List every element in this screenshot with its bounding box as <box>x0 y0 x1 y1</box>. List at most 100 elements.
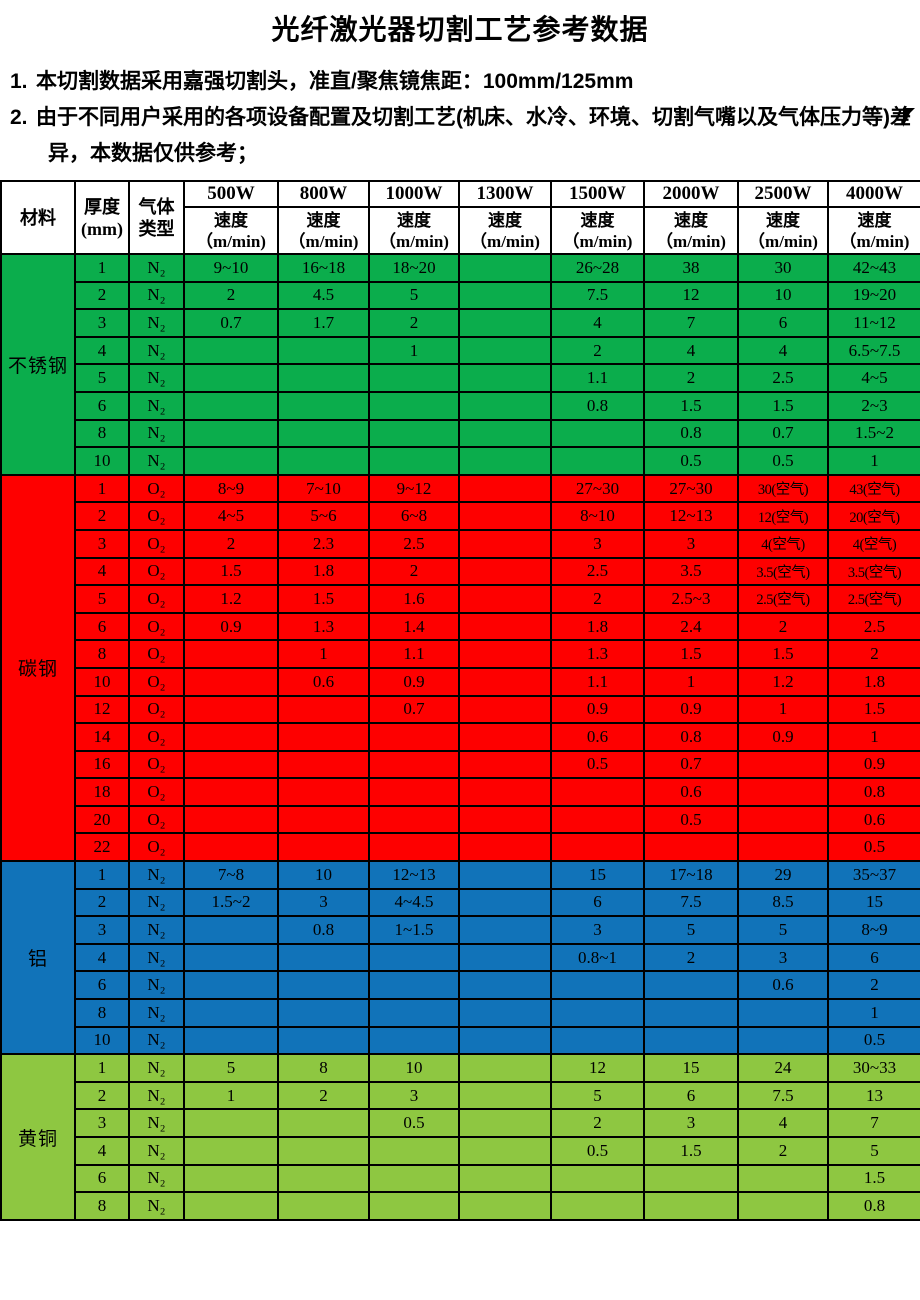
speed-value-cell: 4~5 <box>183 501 279 531</box>
speed-value-cell: 1.8 <box>827 666 920 697</box>
speed-value-cell: 0.7 <box>737 418 829 449</box>
gas-type-cell: N₂ <box>128 1136 185 1166</box>
speed-value-cell <box>277 418 370 449</box>
thickness-cell: 14 <box>74 722 130 752</box>
speed-value-cell: 2.5 <box>827 611 920 642</box>
speed-value-cell <box>183 1136 279 1166</box>
speed-value-cell <box>737 1025 829 1056</box>
speed-value-cell: 7 <box>643 308 739 338</box>
speed-value-cell: 0.7 <box>368 694 460 725</box>
table-row: 铝 1 N₂ 7~8 10 12~13 15 17~18 29 35~37 <box>0 860 920 1056</box>
speed-value-cell <box>458 722 552 752</box>
table-row: 3 N₂ 0.8 1~1.5 3 5 5 8~9 <box>1 915 920 945</box>
speed-value-cell: 10 <box>277 860 370 890</box>
table-row: 8 N₂ 1 <box>1 998 920 1028</box>
note-2-text: 由于不同用户采用的各项设备配置及切割工艺(机床、水冷、环境、切割气嘴以及气体压力… <box>36 106 911 165</box>
speed-value-cell: 1.1 <box>550 363 645 393</box>
speed-value-cell: 16~18 <box>277 253 370 283</box>
speed-value-cell: 1.4 <box>368 611 460 642</box>
header-speed-unit: 速度 （m/min) <box>368 206 460 255</box>
page-title: 光纤激光器切割工艺参考数据 <box>271 14 649 45</box>
speed-value-cell <box>458 308 552 338</box>
speed-value-cell <box>368 446 460 476</box>
speed-value-cell: 2 <box>737 611 829 642</box>
header-gas-label-line1: 气体 <box>138 196 175 217</box>
speed-value-cell <box>458 1080 552 1111</box>
thickness-cell: 8 <box>74 639 130 669</box>
speed-value-cell <box>277 998 370 1028</box>
speed-value-cell: 7.5 <box>550 280 645 311</box>
speed-value-cell: 3.5 <box>643 556 739 587</box>
speed-value-cell: 1.5~2 <box>827 418 920 449</box>
table-row: 12 O₂ 0.7 0.9 0.9 1 1.5 <box>1 694 920 725</box>
speed-value-cell: 15 <box>827 887 920 918</box>
speed-value-cell <box>183 1025 279 1056</box>
speed-value-cell: 0.8 <box>827 1191 920 1221</box>
speed-value-cell: 3 <box>368 1080 460 1111</box>
thickness-cell: 2 <box>74 1080 130 1111</box>
speed-value-cell: 0.9 <box>827 749 920 780</box>
speed-value-cell <box>277 694 370 725</box>
speed-value-cell: 0.8 <box>643 418 739 449</box>
speed-value-cell: 2 <box>183 528 279 559</box>
speed-value-cell: 35~37 <box>827 860 920 890</box>
speed-value-cell: 4~5 <box>827 363 920 393</box>
speed-value-cell <box>183 722 279 752</box>
speed-value-cell: 1 <box>737 694 829 725</box>
speed-value-cell <box>368 1163 460 1194</box>
table-row: 3 O₂ 2 2.3 2.5 3 3 4(空气) 4(空气) <box>1 528 920 559</box>
speed-value-cell: 10 <box>368 1053 460 1083</box>
table-row: 20 O₂ 0.5 0.6 <box>1 804 920 835</box>
speed-value-cell: 0.8 <box>643 722 739 752</box>
thickness-cell: 4 <box>74 1136 130 1166</box>
speed-value-cell <box>458 887 552 918</box>
speed-value-cell <box>368 832 460 863</box>
table-row: 8 N₂ 0.8 0.7 1.5~2 <box>1 418 920 449</box>
speed-value-cell: 1 <box>827 998 920 1028</box>
header-gas: 气体 类型 <box>128 180 185 255</box>
speed-value-cell <box>643 832 739 863</box>
speed-value-cell: 3 <box>550 915 645 945</box>
speed-value-cell <box>183 390 279 421</box>
speed-value-cell <box>183 666 279 697</box>
thickness-cell: 6 <box>74 611 130 642</box>
gas-type-cell: N₂ <box>128 970 185 1001</box>
speed-value-cell: 0.5 <box>643 804 739 835</box>
gas-type-cell: O₂ <box>128 832 185 863</box>
speed-value-cell: 3.5(空气) <box>737 556 829 587</box>
thickness-cell: 3 <box>74 308 130 338</box>
table-row: 6 O₂ 0.9 1.3 1.4 1.8 2.4 2 2.5 <box>1 611 920 642</box>
speed-value-cell: 30~33 <box>827 1053 920 1083</box>
thickness-cell: 2 <box>74 501 130 531</box>
speed-value-cell: 7~8 <box>183 860 279 890</box>
speed-value-cell <box>458 418 552 449</box>
speed-value-cell: 0.8 <box>827 777 920 807</box>
speed-value-cell: 1 <box>827 722 920 752</box>
note-1: 1. 本切割数据采用嘉强切割头，准直/聚焦镜焦距：100mm/125mm <box>10 64 914 100</box>
speed-value-cell <box>183 832 279 863</box>
speed-value-cell <box>458 666 552 697</box>
thickness-cell: 5 <box>74 584 130 614</box>
thickness-cell: 3 <box>74 1108 130 1138</box>
gas-type-cell: O₂ <box>128 501 185 531</box>
gas-type-cell: O₂ <box>128 694 185 725</box>
thickness-cell: 1 <box>74 253 130 283</box>
table-row: 8 O₂ 1 1.1 1.3 1.5 1.5 2 <box>1 639 920 669</box>
speed-value-cell <box>183 1191 279 1221</box>
speed-value-cell: 2 <box>550 1108 645 1138</box>
gas-type-cell: N₂ <box>128 915 185 945</box>
speed-value-cell: 2.5 <box>737 363 829 393</box>
speed-value-cell: 2.5 <box>368 528 460 559</box>
speed-value-cell: 2 <box>550 335 645 366</box>
header-power-2000w: 2000W <box>643 180 739 208</box>
speed-value-cell: 1 <box>827 446 920 476</box>
table-row: 2 N₂ 2 4.5 5 7.5 12 10 19~20 <box>1 280 920 311</box>
speed-value-cell: 1.5 <box>643 390 739 421</box>
table-row: 5 O₂ 1.2 1.5 1.6 2 2.5~3 2.5(空气) 2.5(空气) <box>1 584 920 614</box>
speed-value-cell <box>183 335 279 366</box>
speed-value-cell <box>458 777 552 807</box>
gas-type-cell: O₂ <box>128 804 185 835</box>
table-row: 6 N₂ 1.5 <box>1 1163 920 1194</box>
table-row: 2 N₂ 1.5~2 3 4~4.5 6 7.5 8.5 15 <box>1 887 920 918</box>
speed-value-cell: 1.5 <box>737 639 829 669</box>
